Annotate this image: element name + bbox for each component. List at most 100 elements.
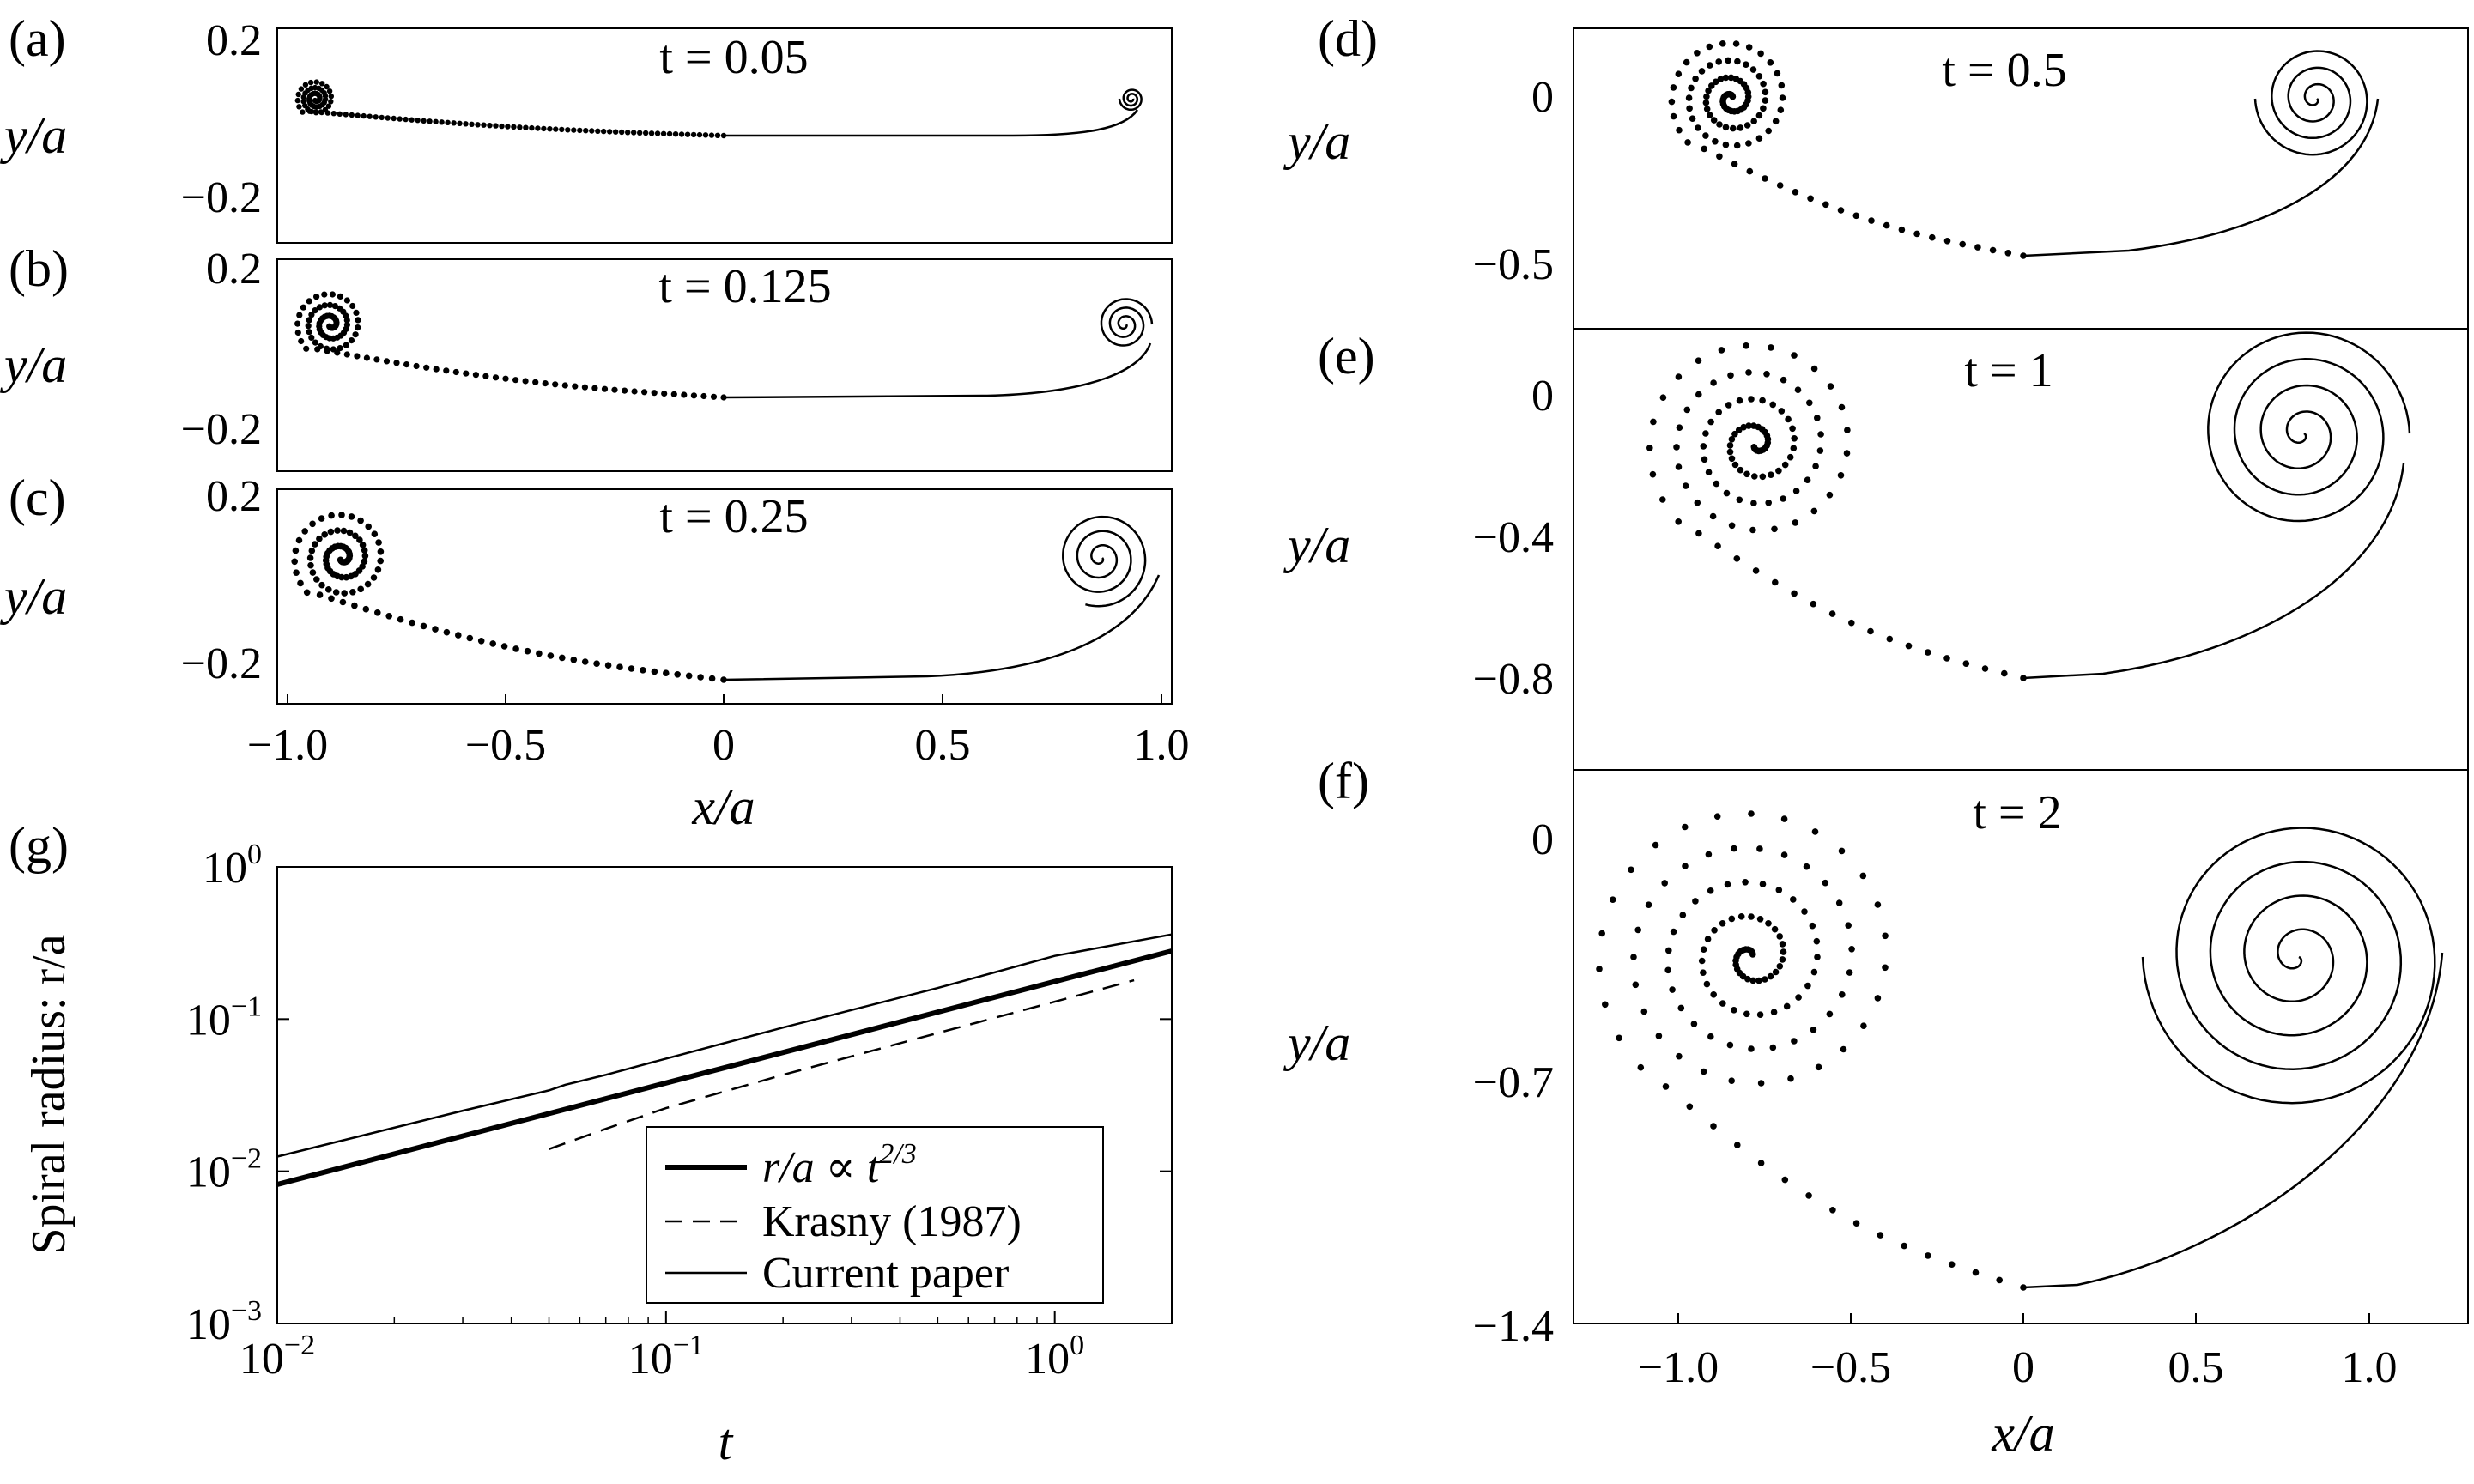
vortex-point	[1602, 1001, 1609, 1009]
vortex-point	[306, 298, 312, 305]
vortex-point	[409, 619, 415, 627]
vortex-point	[1762, 175, 1768, 182]
vortex-point	[1774, 70, 1781, 77]
vortex-point	[700, 392, 707, 400]
vortex-point	[1837, 207, 1845, 214]
vortex-point	[1886, 635, 1894, 643]
panel-d-left-dots	[1668, 40, 2027, 259]
vortex-point	[651, 668, 658, 675]
vortex-point	[312, 339, 318, 346]
vortex-point	[374, 566, 382, 573]
vortex-point	[1676, 424, 1683, 432]
vortex-point	[312, 307, 318, 314]
vortex-point	[385, 115, 391, 121]
panel-e-time-label: t = 1	[1964, 344, 2053, 397]
vortex-point	[318, 109, 324, 115]
vortex-point	[1762, 88, 1769, 96]
vortex-point	[720, 394, 727, 401]
vortex-point	[1767, 972, 1774, 980]
vortex-point	[1669, 986, 1676, 993]
vortex-point	[326, 323, 333, 330]
vortex-point	[1659, 496, 1666, 503]
vortex-point	[1710, 1123, 1717, 1130]
vortex-point	[572, 383, 579, 390]
panel-c-label: (c)	[9, 469, 66, 526]
panel-f-sheet-curve	[2022, 952, 2444, 1289]
spiral-curve	[2207, 331, 2411, 523]
vortex-point	[343, 573, 350, 581]
vortex-point	[1810, 968, 1818, 976]
vortex-point	[1707, 1033, 1714, 1040]
vortex-point	[1703, 106, 1711, 112]
vortex-point	[1804, 476, 1811, 483]
vortex-point	[373, 356, 380, 363]
vortex-point	[512, 377, 519, 384]
vortex-point	[354, 353, 361, 360]
vortex-point	[1731, 845, 1737, 852]
vortex-point	[397, 116, 403, 122]
panel-e-ytick-2: −0.8	[1473, 655, 1554, 704]
vortex-point	[1959, 240, 1966, 248]
vortex-point	[1829, 1207, 1836, 1214]
vortex-point	[1637, 1063, 1645, 1071]
vortex-point	[348, 513, 355, 520]
vortex-point	[371, 530, 379, 537]
vortex-point	[1756, 845, 1763, 852]
vortex-point	[1745, 44, 1753, 51]
vortex-point	[1868, 217, 1875, 224]
vortex-point	[319, 81, 325, 87]
vortex-point	[349, 302, 356, 310]
vortex-point	[1974, 244, 1981, 251]
vortex-point	[1962, 660, 1970, 667]
vortex-point	[1733, 555, 1741, 562]
vortex-point	[298, 86, 305, 92]
panel-c-xtick-4: 0.5	[915, 721, 971, 770]
vortex-point	[1698, 957, 1706, 965]
vortex-point	[522, 378, 529, 385]
vortex-point	[352, 331, 359, 338]
vortex-point	[1811, 828, 1819, 835]
vortex-point	[1874, 995, 1882, 1002]
vortex-point	[1743, 122, 1751, 129]
panel-c-xtick-2: −0.5	[465, 721, 546, 770]
vortex-point	[481, 122, 487, 128]
panel-e: (e) y/a 0 −0.4 −0.8 t = 1	[1282, 328, 2469, 771]
vortex-point	[367, 113, 373, 119]
vortex-point	[343, 317, 350, 324]
vortex-point	[1748, 396, 1755, 403]
vortex-point	[1695, 357, 1702, 365]
vortex-point	[505, 124, 511, 130]
vortex-point	[1748, 1045, 1755, 1052]
vortex-point	[308, 547, 316, 554]
vortex-point	[1807, 195, 1814, 203]
vortex-point	[1745, 140, 1752, 147]
vortex-point	[1786, 453, 1794, 461]
vortex-point	[1827, 383, 1834, 390]
vortex-point	[1845, 922, 1852, 929]
vortex-point	[1792, 519, 1799, 526]
vortex-point	[565, 127, 571, 133]
vortex-point	[321, 302, 328, 309]
vortex-point	[1701, 456, 1708, 463]
vortex-point	[1659, 394, 1667, 402]
vortex-point	[1790, 445, 1798, 451]
vortex-point	[1882, 964, 1889, 972]
panel-f-xticks	[1677, 1313, 2370, 1323]
vortex-point	[328, 99, 334, 105]
vortex-point	[321, 291, 328, 298]
vortex-point	[1737, 124, 1744, 131]
vortex-point	[1846, 969, 1853, 976]
vortex-point	[553, 126, 559, 132]
vortex-point	[1838, 847, 1846, 855]
panel-d: (d) y/a 0 −0.5 t = 0.5	[1282, 10, 2469, 330]
vortex-point	[487, 123, 493, 129]
panel-g-xticks: 10−2 10−1 100	[240, 1311, 1173, 1384]
vortex-point	[1703, 980, 1711, 988]
vortex-point	[355, 112, 361, 118]
vortex-point	[1838, 403, 1846, 411]
vortex-point	[312, 541, 318, 548]
panel-b-frame	[276, 258, 1173, 472]
vortex-point	[308, 312, 315, 318]
vortex-point	[346, 529, 354, 536]
vortex-point	[1701, 145, 1707, 153]
